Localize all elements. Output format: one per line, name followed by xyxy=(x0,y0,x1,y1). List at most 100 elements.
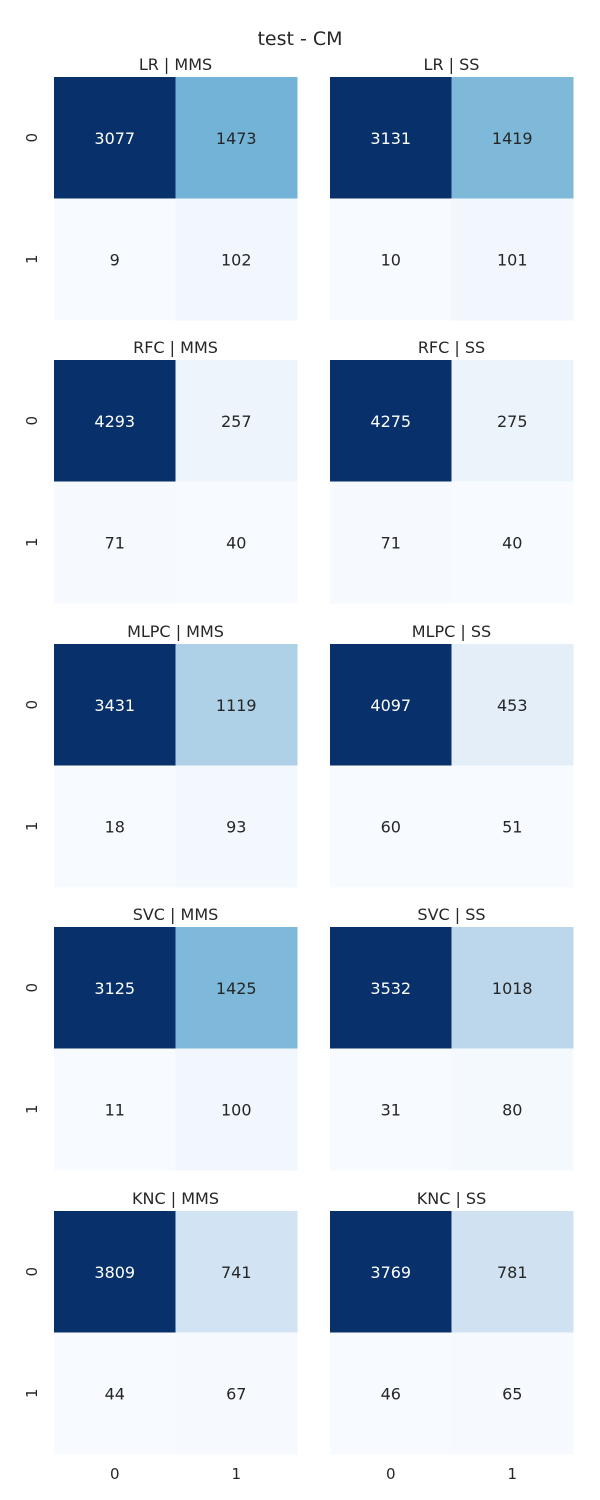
cell-value-label: 781 xyxy=(497,1263,528,1282)
cell-value-label: 100 xyxy=(221,1100,252,1119)
cell-value-label: 453 xyxy=(497,696,528,715)
heatmap-panel: RFC | MMS 4293 257 71 40 0 1 xyxy=(23,338,298,604)
x-tick-label: 1 xyxy=(231,1465,241,1483)
cell-value-label: 65 xyxy=(502,1384,522,1403)
y-tick-label: 0 xyxy=(23,133,41,143)
heatmap-cell xyxy=(175,1332,298,1455)
cell-value-label: 1119 xyxy=(216,696,257,715)
x-tick-label: 0 xyxy=(110,1465,120,1483)
heatmap-cell xyxy=(330,360,452,482)
cell-value-label: 3769 xyxy=(370,1263,411,1282)
cell-value-label: 9 xyxy=(110,250,120,269)
panel-title: MLPC | MMS xyxy=(127,622,224,641)
heatmap-cell xyxy=(451,77,574,199)
cell-value-label: 4275 xyxy=(370,412,411,431)
cell-value-label: 3532 xyxy=(370,979,411,998)
heatmap-cell xyxy=(451,927,574,1049)
heatmap-cell xyxy=(330,765,452,888)
cell-value-label: 101 xyxy=(497,250,528,269)
y-tick-label: 1 xyxy=(23,537,41,547)
panel-title: KNC | SS xyxy=(417,1189,487,1208)
cell-value-label: 3125 xyxy=(94,979,135,998)
cell-value-label: 80 xyxy=(502,1100,522,1119)
cell-value-label: 18 xyxy=(105,817,125,836)
heatmap-cell xyxy=(175,927,298,1049)
heatmap-cell xyxy=(175,644,298,766)
cell-value-label: 1425 xyxy=(216,979,257,998)
cell-value-label: 741 xyxy=(221,1263,252,1282)
heatmap-cell xyxy=(175,360,298,482)
heatmap-cell xyxy=(330,1332,452,1455)
heatmap-cell xyxy=(330,1211,452,1333)
heatmap-cell xyxy=(451,644,574,766)
cell-value-label: 31 xyxy=(381,1100,401,1119)
heatmap-cell xyxy=(54,765,176,888)
x-tick-label: 1 xyxy=(507,1465,517,1483)
cell-value-label: 71 xyxy=(105,533,125,552)
y-tick-label: 0 xyxy=(23,416,41,426)
heatmap-panel: KNC | MMS 3809 741 44 67 0 1 0 1 xyxy=(23,1189,298,1483)
heatmap-cell xyxy=(451,765,574,888)
heatmap-cell xyxy=(330,1048,452,1171)
panel-title: MLPC | SS xyxy=(412,622,491,641)
cell-value-label: 40 xyxy=(502,533,522,552)
cell-value-label: 67 xyxy=(226,1384,246,1403)
heatmap-cell xyxy=(451,1048,574,1171)
cell-value-label: 60 xyxy=(381,817,401,836)
cell-value-label: 1018 xyxy=(492,979,533,998)
cell-value-label: 11 xyxy=(105,1100,125,1119)
figure-title: test - CM xyxy=(257,28,342,50)
panel-title: LR | SS xyxy=(424,55,480,74)
cell-value-label: 275 xyxy=(497,412,528,431)
panel-title: LR | MMS xyxy=(139,55,212,74)
heatmap-panel: SVC | SS 3532 1018 31 80 xyxy=(330,905,574,1171)
heatmap-cell xyxy=(330,481,452,604)
panel-title: RFC | MMS xyxy=(133,338,218,357)
heatmap-cell xyxy=(330,644,452,766)
heatmap-cell xyxy=(175,1211,298,1333)
heatmap-cell xyxy=(54,1048,176,1171)
heatmap-cell xyxy=(54,927,176,1049)
heatmap-cell xyxy=(175,1048,298,1171)
y-tick-label: 1 xyxy=(23,1388,41,1398)
heatmap-cell xyxy=(175,77,298,199)
cell-value-label: 40 xyxy=(226,533,246,552)
cell-value-label: 1473 xyxy=(216,129,257,148)
heatmap-panel: LR | SS 3131 1419 10 101 xyxy=(330,55,574,321)
heatmap-cell xyxy=(54,198,176,321)
cell-value-label: 4097 xyxy=(370,696,411,715)
heatmap-panel: SVC | MMS 3125 1425 11 100 0 1 xyxy=(23,905,298,1171)
heatmap-cell xyxy=(175,765,298,888)
cell-value-label: 71 xyxy=(381,533,401,552)
y-tick-label: 0 xyxy=(23,983,41,993)
heatmap-cell xyxy=(175,481,298,604)
cell-value-label: 51 xyxy=(502,817,522,836)
panel-title: SVC | SS xyxy=(417,905,485,924)
heatmap-cell xyxy=(451,1332,574,1455)
x-tick-label: 0 xyxy=(386,1465,396,1483)
y-tick-label: 1 xyxy=(23,821,41,831)
heatmap-cell xyxy=(451,1211,574,1333)
cell-value-label: 3431 xyxy=(94,696,135,715)
heatmap-cell xyxy=(54,644,176,766)
cell-value-label: 3809 xyxy=(94,1263,135,1282)
cell-value-label: 102 xyxy=(221,250,252,269)
heatmap-cell xyxy=(451,481,574,604)
heatmap-cell xyxy=(54,481,176,604)
heatmap-panel: LR | MMS 3077 1473 9 102 0 1 xyxy=(23,55,298,321)
cell-value-label: 4293 xyxy=(94,412,135,431)
heatmap-cell xyxy=(451,360,574,482)
heatmap-cell xyxy=(54,1332,176,1455)
heatmap-cell xyxy=(54,77,176,199)
cell-value-label: 3077 xyxy=(94,129,135,148)
panel-title: RFC | SS xyxy=(418,338,485,357)
cell-value-label: 257 xyxy=(221,412,252,431)
cell-value-label: 10 xyxy=(381,250,401,269)
y-tick-label: 0 xyxy=(23,700,41,710)
cell-value-label: 1419 xyxy=(492,129,533,148)
cell-value-label: 93 xyxy=(226,817,246,836)
heatmap-cell xyxy=(54,360,176,482)
heatmap-panel: RFC | SS 4275 275 71 40 xyxy=(330,338,574,604)
y-tick-label: 1 xyxy=(23,254,41,264)
